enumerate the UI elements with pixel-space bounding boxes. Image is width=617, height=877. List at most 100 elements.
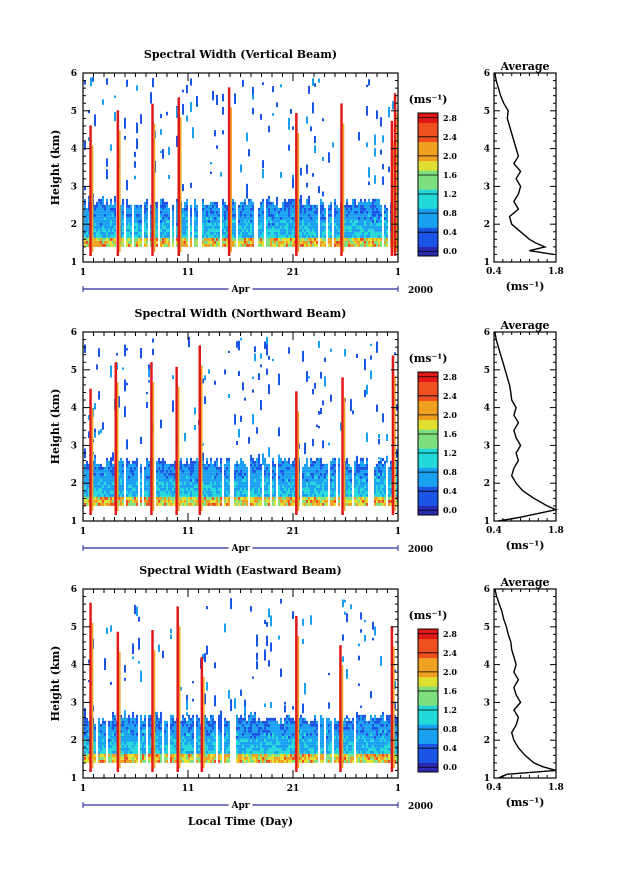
heatmap-cell: [182, 496, 184, 500]
heatmap-cell: [106, 210, 108, 214]
heatmap-cell: [350, 225, 352, 229]
heatmap-cell: [196, 240, 198, 244]
heatmap-cell: [360, 496, 362, 500]
heatmap-cell: [318, 78, 320, 83]
heatmap-cell: [250, 481, 252, 485]
heatmap-cell: [224, 222, 226, 226]
heatmap-cell: [290, 487, 292, 491]
heatmap-cell: [214, 231, 216, 235]
heatmap-cell: [98, 240, 100, 244]
y-tick-label: 2: [71, 220, 77, 230]
heatmap-cell: [120, 207, 122, 211]
heatmap-cell: [290, 484, 292, 488]
heatmap-cell: [252, 225, 254, 229]
heatmap-cell: [292, 460, 294, 464]
heatmap-cell: [322, 463, 324, 467]
heatmap-cell: [218, 243, 220, 247]
heatmap-cell: [126, 198, 128, 202]
heatmap-cell: [186, 469, 188, 473]
heatmap-cell: [102, 222, 104, 226]
heatmap-cell: [320, 472, 322, 476]
heatmap-cell: [366, 201, 368, 205]
heatmap-cell: [172, 207, 174, 211]
heatmap-cell: [228, 484, 230, 488]
heatmap-cell: [316, 213, 318, 217]
heatmap-cell: [240, 210, 242, 214]
heatmap-cell: [354, 487, 356, 491]
heatmap-cell: [364, 213, 366, 217]
heatmap-cell: [330, 460, 332, 464]
spike-mark: [151, 103, 154, 256]
heatmap-cell: [284, 484, 286, 488]
heatmap-cell: [238, 487, 240, 491]
heatmap-cell: [268, 481, 270, 485]
heatmap-cell: [206, 484, 208, 488]
heatmap-cell: [268, 484, 270, 488]
heatmap-cell: [286, 493, 288, 497]
heatmap-cell: [136, 460, 138, 464]
heatmap-cell: [312, 234, 314, 238]
heatmap-cell: [88, 720, 90, 724]
heatmap-cell: [292, 475, 294, 479]
heatmap-cell: [274, 207, 276, 211]
heatmap-cell: [208, 499, 210, 503]
heatmap-cell: [282, 222, 284, 226]
heatmap-cell: [102, 490, 104, 494]
heatmap-cell: [94, 454, 96, 458]
heatmap-cell: [284, 222, 286, 226]
heatmap-cell: [110, 234, 112, 238]
heatmap-cell: [258, 228, 260, 232]
heatmap-cell: [202, 460, 204, 464]
heatmap-cell: [316, 424, 318, 428]
heatmap-cell: [210, 499, 212, 503]
heatmap-cell: [348, 472, 350, 476]
heatmap-cell: [168, 216, 170, 220]
heatmap-cell: [194, 472, 196, 476]
heatmap-cell: [308, 475, 310, 479]
heatmap-cell: [166, 478, 168, 482]
heatmap-cell: [324, 502, 326, 506]
heatmap-cell: [268, 201, 270, 205]
heatmap-cell: [224, 472, 226, 476]
heatmap-cell: [216, 228, 218, 232]
heatmap-cell: [260, 490, 262, 494]
heatmap-cell: [126, 225, 128, 229]
heatmap-cell: [312, 204, 314, 208]
heatmap-cell: [290, 219, 292, 223]
heatmap-cell: [288, 463, 290, 467]
heatmap-cell: [366, 432, 368, 443]
heatmap-cell: [148, 496, 150, 500]
heatmap-cell: [380, 231, 382, 235]
heatmap-cell: [308, 234, 310, 238]
heatmap-cell: [242, 481, 244, 485]
heatmap-cell: [126, 457, 128, 461]
heatmap-cell: [172, 487, 174, 491]
heatmap-cell: [288, 204, 290, 208]
heatmap-cell: [190, 472, 192, 476]
heatmap-cell: [308, 207, 310, 211]
heatmap-cell: [304, 204, 306, 208]
heatmap-cell: [300, 243, 302, 247]
heatmap-cell: [272, 201, 274, 205]
heatmap-cell: [272, 243, 274, 247]
heatmap-cell: [216, 225, 218, 229]
heatmap-cell: [262, 201, 264, 205]
heatmap-cell: [146, 463, 148, 467]
heatmap-cell: [264, 499, 266, 503]
heatmap-cell: [262, 243, 264, 247]
heatmap-cell: [344, 210, 346, 214]
heatmap-cell: [202, 496, 204, 500]
heatmap-cell: [182, 184, 184, 192]
heatmap-cell: [126, 222, 128, 226]
heatmap-cell: [300, 231, 302, 235]
y-tick-label: 4: [71, 145, 77, 155]
heatmap-cell: [246, 193, 248, 199]
spike-mark: [343, 397, 346, 511]
heatmap-cell: [164, 478, 166, 482]
heatmap-cell: [284, 457, 286, 461]
heatmap-cell: [166, 240, 168, 244]
heatmap-cell: [364, 502, 366, 506]
heatmap-cell: [104, 237, 106, 241]
heatmap-cell: [350, 490, 352, 494]
heatmap-cell: [260, 463, 262, 467]
